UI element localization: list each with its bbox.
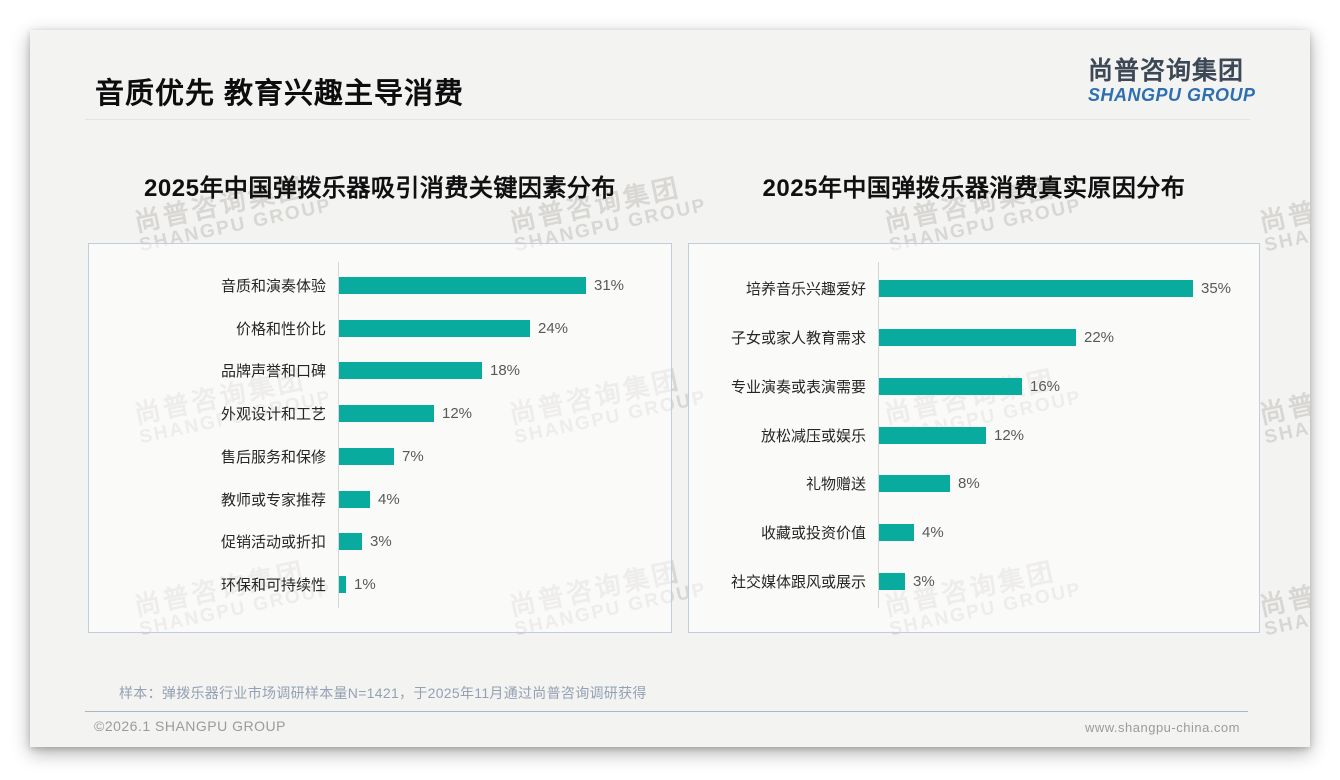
category-label: 环保和可持续性 [220, 577, 326, 595]
page-title: 音质优先 教育兴趣主导消费 [95, 78, 465, 110]
category-label: 教师或专家推荐 [220, 491, 326, 509]
value-label: 4% [378, 490, 400, 508]
category-axis-line [338, 262, 339, 608]
bar [338, 490, 370, 508]
value-label: 22% [1084, 328, 1115, 346]
slide: 尚普咨询集团 SHANGPU GROUP 尚普咨询集团 SHANGPU GROUP 尚普… [30, 30, 1310, 747]
left-chart-panel: 音质和演奏体验 31% 价格和性价比 24% 品牌声誉和口碑 18% 外观设计和工艺 12% 售… [88, 243, 672, 633]
bar [338, 533, 362, 551]
right-chart-title: 2025年中国弹拨乐器消费真实原因分布 [762, 175, 1186, 202]
category-label: 促销活动或折扣 [220, 534, 326, 552]
bar-row: 放松减压或娱乐 12% [689, 411, 1259, 460]
category-label: 放松减压或娱乐 [760, 427, 866, 445]
left-chart-plot: 音质和演奏体验 31% 价格和性价比 24% 品牌声誉和口碑 18% 外观设计和工艺 12% 售… [89, 244, 671, 632]
category-label: 外观设计和工艺 [220, 406, 326, 424]
bar [878, 279, 1193, 297]
bar-row: 子女或家人教育需求 22% [689, 313, 1259, 362]
logo-english-text: SHANGPU GROUP [1088, 84, 1256, 105]
left-chart-block: 2025年中国弹拨乐器吸引消费关键因素分布 音质和演奏体验 31% 价格和性价比 24… [88, 168, 672, 633]
bar-row: 价格和性价比 24% [89, 307, 671, 350]
right-chart-panel: 培养音乐兴趣爱好 35% 子女或家人教育需求 22% 专业演奏或表演需要 16% 放松减压或… [688, 243, 1260, 633]
bar-row: 收藏或投资价值 4% [689, 508, 1259, 557]
value-label: 3% [913, 573, 935, 591]
value-label: 8% [958, 475, 980, 493]
category-label: 价格和性价比 [235, 320, 326, 338]
bar-row: 专业演奏或表演需要 16% [689, 362, 1259, 411]
bar [338, 319, 530, 337]
company-logo: 尚普咨询集团 SHANGPU GROUP [1088, 57, 1256, 104]
bar [338, 576, 346, 594]
value-label: 16% [1030, 377, 1061, 395]
footer-divider [85, 711, 1248, 712]
sample-footnote: 样本：弹拨乐器行业市场调研样本量N=1421，于2025年11月通过尚普咨询调研… [119, 685, 647, 701]
value-label: 35% [1201, 279, 1232, 297]
bar [878, 573, 905, 591]
bar [338, 362, 482, 380]
bar-row: 社交媒体跟风或展示 3% [689, 557, 1259, 606]
slide-content: 音质优先 教育兴趣主导消费 尚普咨询集团 SHANGPU GROUP 2025年… [30, 30, 1310, 747]
bar [878, 426, 986, 444]
category-label: 专业演奏或表演需要 [730, 378, 866, 396]
bar [338, 447, 394, 465]
title-divider [85, 119, 1250, 120]
bar [338, 276, 586, 294]
bar-row: 礼物赠送 8% [689, 459, 1259, 508]
bar [878, 328, 1076, 346]
category-label: 社交媒体跟风或展示 [730, 574, 866, 592]
category-label: 培养音乐兴趣爱好 [745, 280, 866, 298]
value-label: 7% [402, 447, 424, 465]
bar-row: 促销活动或折扣 3% [89, 521, 671, 564]
category-label: 收藏或投资价值 [760, 525, 866, 543]
bar-row: 外观设计和工艺 12% [89, 392, 671, 435]
value-label: 12% [994, 426, 1025, 444]
value-label: 1% [354, 576, 376, 594]
bar [878, 377, 1022, 395]
category-axis-line [878, 262, 879, 608]
bar-row: 音质和演奏体验 31% [89, 264, 671, 307]
footer-copyright: ©2026.1 SHANGPU GROUP [94, 718, 286, 734]
right-chart-block: 2025年中国弹拨乐器消费真实原因分布 培养音乐兴趣爱好 35% 子女或家人教育需求… [688, 168, 1260, 633]
category-label: 礼物赠送 [805, 476, 866, 494]
value-label: 3% [370, 533, 392, 551]
value-label: 31% [594, 276, 625, 294]
value-label: 4% [922, 524, 944, 542]
footer-website: www.shangpu-china.com [1084, 720, 1240, 735]
left-chart-title: 2025年中国弹拨乐器吸引消费关键因素分布 [144, 175, 616, 202]
bar-row: 教师或专家推荐 4% [89, 478, 671, 521]
bar [878, 475, 950, 493]
value-label: 24% [538, 319, 569, 337]
logo-chinese-text: 尚普咨询集团 [1088, 57, 1245, 85]
value-label: 18% [490, 362, 521, 380]
category-label: 子女或家人教育需求 [730, 329, 866, 347]
bar-row: 售后服务和保修 7% [89, 435, 671, 478]
bar [338, 405, 434, 423]
category-label: 品牌声誉和口碑 [220, 363, 326, 381]
value-label: 12% [442, 405, 473, 423]
category-label: 音质和演奏体验 [220, 277, 326, 295]
bar-row: 环保和可持续性 1% [89, 563, 671, 606]
bar-row: 培养音乐兴趣爱好 35% [689, 264, 1259, 313]
right-chart-plot: 培养音乐兴趣爱好 35% 子女或家人教育需求 22% 专业演奏或表演需要 16% 放松减压或… [689, 244, 1259, 632]
category-label: 售后服务和保修 [220, 448, 326, 466]
bar [878, 524, 914, 542]
bar-row: 品牌声誉和口碑 18% [89, 350, 671, 393]
